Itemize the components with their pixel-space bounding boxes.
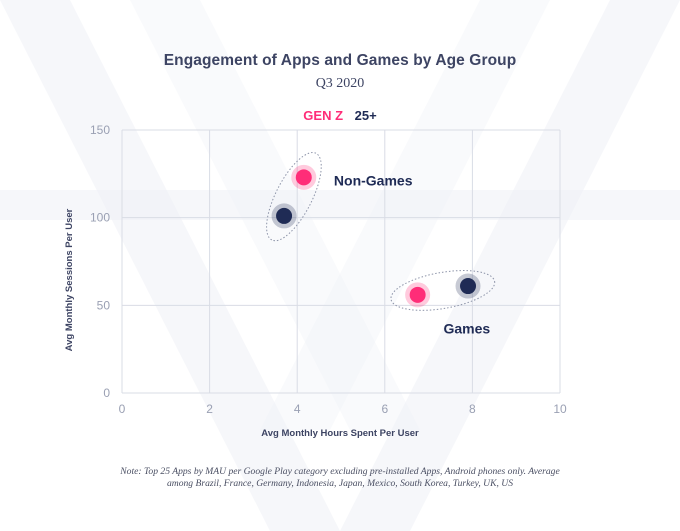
x-tick-label: 2	[206, 402, 213, 416]
group-ellipse-games	[390, 270, 496, 311]
data-point	[409, 286, 426, 303]
x-axis-label: Avg Monthly Hours Spent Per User	[261, 428, 419, 439]
y-axis-label: Avg Monthly Sessions Per User	[64, 208, 75, 351]
legend: GEN Z 25+	[0, 108, 680, 123]
annotations: Non-Games Games	[334, 173, 490, 337]
annotation-games: Games	[443, 320, 490, 336]
legend-item-25plus: 25+	[354, 108, 377, 123]
chart-subtitle: Q3 2020	[315, 76, 365, 91]
y-tick-label: 0	[103, 386, 110, 400]
chart-title: Engagement of Apps and Games by Age Grou…	[163, 52, 517, 69]
y-tick-label: 150	[90, 123, 110, 137]
grid	[121, 129, 561, 394]
x-tick-label: 6	[381, 402, 388, 416]
annotation-non-games: Non-Games	[334, 173, 413, 189]
data-point	[460, 278, 477, 295]
y-tick-label: 100	[90, 211, 110, 225]
footnote: Note: Top 25 Apps by MAU per Google Play…	[120, 466, 560, 489]
x-tick-label: 4	[294, 402, 301, 416]
x-tick-label: 0	[119, 402, 126, 416]
data-point	[295, 169, 312, 186]
x-tick-label: 8	[469, 402, 476, 416]
y-tick-label: 50	[97, 298, 111, 312]
legend-item-genz: GEN Z	[303, 108, 344, 123]
data-point	[276, 207, 293, 224]
x-tick-label: 10	[553, 402, 567, 416]
group-ellipses	[266, 152, 496, 311]
group-ellipse-non-games	[266, 152, 322, 242]
data-points	[271, 164, 481, 308]
